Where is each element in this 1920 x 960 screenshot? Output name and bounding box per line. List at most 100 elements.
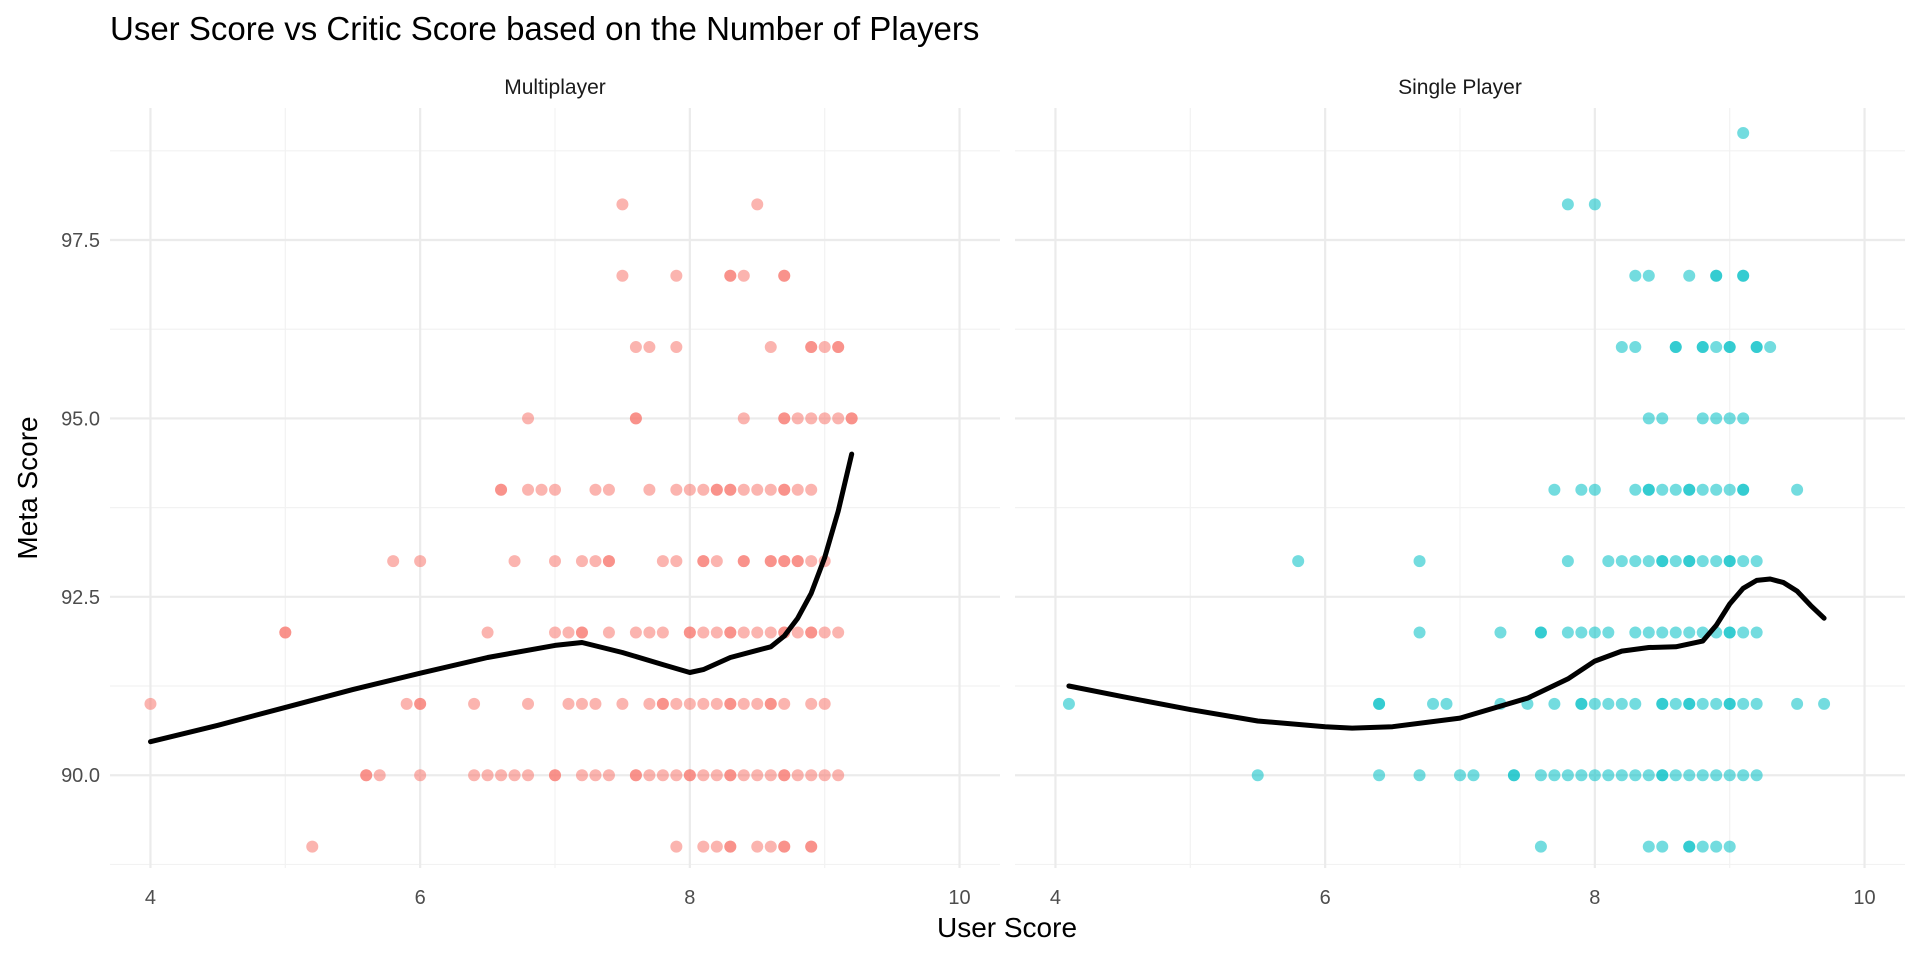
data-point bbox=[306, 840, 319, 853]
data-point bbox=[1427, 697, 1440, 710]
data-point bbox=[1642, 483, 1655, 496]
data-point bbox=[805, 697, 818, 710]
data-point bbox=[1575, 769, 1588, 782]
data-point bbox=[1669, 626, 1682, 639]
data-point bbox=[710, 626, 723, 639]
data-point bbox=[575, 555, 588, 568]
data-point bbox=[805, 341, 818, 354]
data-point bbox=[697, 697, 710, 710]
data-point bbox=[737, 483, 750, 496]
data-point bbox=[1615, 341, 1628, 354]
data-point bbox=[710, 555, 723, 568]
data-point bbox=[1642, 269, 1655, 282]
data-point bbox=[751, 483, 764, 496]
data-point bbox=[1737, 769, 1750, 782]
data-point bbox=[832, 341, 845, 354]
data-point bbox=[481, 769, 494, 782]
data-point bbox=[1737, 126, 1750, 139]
data-point bbox=[1710, 269, 1723, 282]
data-point bbox=[1656, 412, 1669, 425]
data-point bbox=[818, 412, 831, 425]
data-point bbox=[751, 840, 764, 853]
data-point bbox=[818, 697, 831, 710]
data-point bbox=[1507, 769, 1520, 782]
data-point bbox=[805, 412, 818, 425]
data-point bbox=[1669, 483, 1682, 496]
data-point bbox=[724, 769, 737, 782]
data-point bbox=[1588, 483, 1601, 496]
data-point bbox=[562, 697, 575, 710]
data-point bbox=[1656, 840, 1669, 853]
data-point bbox=[1642, 840, 1655, 853]
data-point bbox=[522, 412, 535, 425]
data-point bbox=[1602, 555, 1615, 568]
data-point bbox=[791, 555, 804, 568]
data-point bbox=[1683, 697, 1696, 710]
data-point bbox=[1683, 626, 1696, 639]
data-point bbox=[1791, 697, 1804, 710]
y-tick-label: 92.5 bbox=[61, 587, 100, 609]
data-point bbox=[279, 626, 292, 639]
data-point bbox=[1413, 769, 1426, 782]
data-point bbox=[697, 626, 710, 639]
data-point bbox=[1750, 555, 1763, 568]
data-point bbox=[683, 697, 696, 710]
data-point bbox=[1629, 483, 1642, 496]
data-point bbox=[1696, 555, 1709, 568]
data-point bbox=[1413, 626, 1426, 639]
data-point bbox=[387, 555, 400, 568]
smooth-line-single-player bbox=[1066, 576, 1827, 731]
data-point bbox=[1494, 626, 1507, 639]
data-point bbox=[522, 483, 535, 496]
data-point bbox=[1710, 840, 1723, 853]
data-point bbox=[845, 412, 858, 425]
data-point bbox=[1440, 697, 1453, 710]
data-point bbox=[764, 840, 777, 853]
data-point bbox=[737, 769, 750, 782]
panel-label-multiplayer: Multiplayer bbox=[504, 76, 606, 99]
data-point bbox=[764, 769, 777, 782]
data-point bbox=[1669, 555, 1682, 568]
x-tick-label: 6 bbox=[415, 887, 426, 909]
data-point bbox=[629, 412, 642, 425]
points-single-player bbox=[1062, 126, 1831, 853]
data-point bbox=[697, 840, 710, 853]
data-point bbox=[805, 840, 818, 853]
data-point bbox=[751, 626, 764, 639]
data-point bbox=[1764, 341, 1777, 354]
data-point bbox=[1710, 555, 1723, 568]
data-point bbox=[1750, 697, 1763, 710]
panel-label-single-player: Single Player bbox=[1398, 76, 1522, 99]
data-point bbox=[643, 483, 656, 496]
data-point bbox=[495, 769, 508, 782]
data-point bbox=[778, 269, 791, 282]
data-point bbox=[1629, 626, 1642, 639]
data-point bbox=[737, 626, 750, 639]
data-point bbox=[764, 341, 777, 354]
data-point bbox=[1602, 769, 1615, 782]
gridlines-single-player bbox=[1015, 108, 1905, 868]
data-point bbox=[1696, 483, 1709, 496]
data-point bbox=[1710, 341, 1723, 354]
data-point bbox=[778, 840, 791, 853]
data-point bbox=[602, 555, 615, 568]
x-tick-label: 4 bbox=[145, 887, 156, 909]
y-tick-label: 95.0 bbox=[61, 408, 100, 430]
data-point bbox=[737, 412, 750, 425]
data-point bbox=[1642, 769, 1655, 782]
data-point bbox=[1737, 555, 1750, 568]
data-point bbox=[1723, 626, 1736, 639]
data-point bbox=[805, 626, 818, 639]
data-point bbox=[602, 483, 615, 496]
data-point bbox=[1750, 769, 1763, 782]
data-point bbox=[1615, 697, 1628, 710]
data-point bbox=[710, 840, 723, 853]
data-point bbox=[1373, 769, 1386, 782]
data-point bbox=[1737, 269, 1750, 282]
data-point bbox=[1629, 269, 1642, 282]
data-point bbox=[1062, 697, 1075, 710]
x-tick-label: 4 bbox=[1050, 887, 1061, 909]
data-point bbox=[535, 483, 548, 496]
data-point bbox=[1683, 769, 1696, 782]
